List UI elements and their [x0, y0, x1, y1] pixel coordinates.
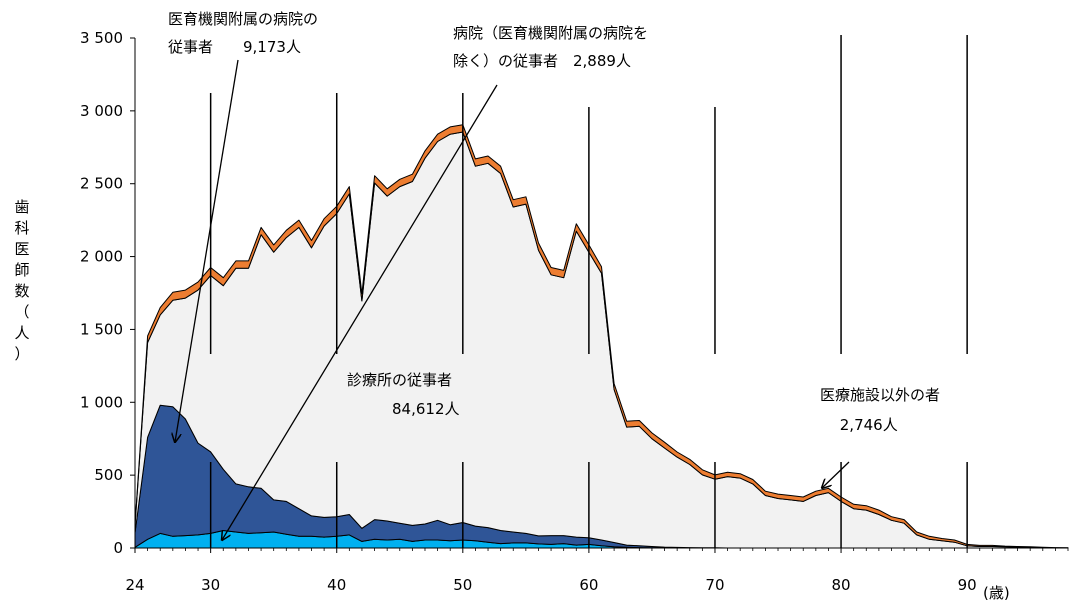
y-tick-label: 2 500: [80, 175, 123, 193]
x-tick-label: 60: [579, 576, 598, 594]
x-tick-label: 70: [705, 576, 724, 594]
x-tick-label: 24: [125, 576, 144, 594]
x-tick-label: 90: [958, 576, 977, 594]
y-axis-label-char: 数: [14, 282, 29, 300]
x-tick-label: 80: [832, 576, 851, 594]
y-axis-label-char: （: [14, 303, 29, 321]
annotation-non_medical: 医療施設以外の者: [820, 386, 940, 404]
annotation-arrow: [222, 84, 498, 540]
y-tick-label: 3 000: [80, 102, 123, 120]
x-tick-label: 30: [201, 576, 220, 594]
y-tick-label: 3 500: [80, 29, 123, 47]
y-axis-label-char: 歯: [14, 198, 29, 216]
axes: 0 500 1 000 1 500 2 000 2 500 3 000 3 500 24 30 40…: [80, 29, 1069, 602]
area-clinic: [134, 131, 1069, 549]
vertical-gridlines: [209, 35, 968, 548]
y-tick-label: 1 500: [80, 320, 123, 338]
annotation-non_medical: 2,746人: [820, 416, 898, 434]
annotation-arrow: [822, 461, 850, 488]
y-tick-label: 0: [113, 539, 123, 557]
x-tick-label: 40: [327, 576, 346, 594]
x-axis-unit: (歳): [983, 584, 1010, 602]
y-axis-label-char: 医: [14, 240, 29, 258]
y-tick-label: 2 000: [80, 248, 123, 266]
y-axis-label-char: 師: [14, 261, 29, 279]
annotation-clinic: 84,612人: [347, 400, 460, 418]
annotation-univ_hosp: 医育機関附属の病院の: [168, 10, 318, 28]
y-axis-label-char: 人: [14, 324, 29, 342]
x-tick-label: 50: [453, 576, 472, 594]
y-axis-label-char: ）: [14, 345, 29, 363]
annotation-dept_hosp: 除く）の従事者 2,889人: [453, 52, 631, 70]
y-tick-label: 500: [94, 466, 123, 484]
annotation-clinic: 診療所の従事者: [347, 371, 452, 389]
y-axis-label-char: 科: [14, 219, 29, 237]
annotation-univ_hosp: 従事者 9,173人: [168, 38, 301, 56]
annotation-dept_hosp: 病院（医育機関附属の病院を: [453, 24, 648, 42]
stacked-areas: [134, 124, 1069, 549]
y-tick-label: 1 000: [80, 393, 123, 411]
annotation-arrow: [175, 59, 239, 442]
